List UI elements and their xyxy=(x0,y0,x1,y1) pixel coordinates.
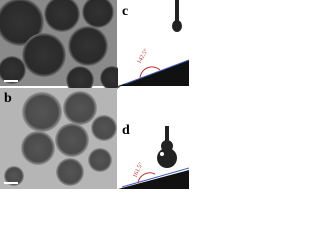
panel-label: d xyxy=(122,123,130,138)
panel-label: c xyxy=(122,4,128,19)
figure: c 142.5° b d 161.5° xyxy=(0,0,189,189)
tem-panel-a xyxy=(0,0,124,94)
tem-panel-b: b xyxy=(0,88,117,189)
contact-angle-panel-d: d 161.5° xyxy=(118,88,189,189)
panel-label: b xyxy=(4,91,12,106)
contact-angle-panel-c: c 142.5° xyxy=(118,0,189,86)
page: c 142.5° b d 161.5° (() => { const data … xyxy=(0,0,189,189)
